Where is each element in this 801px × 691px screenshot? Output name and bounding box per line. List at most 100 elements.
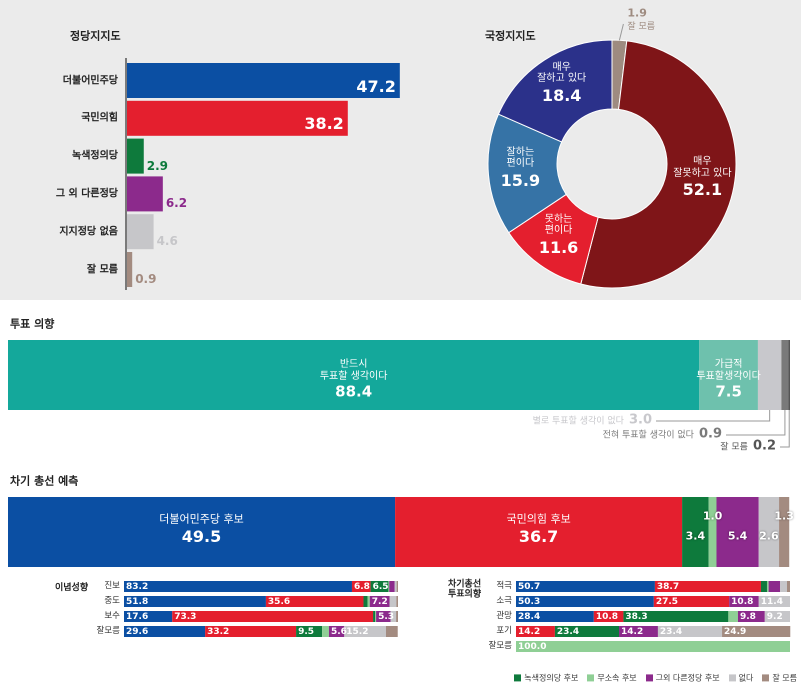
bar-segment	[779, 497, 790, 567]
bar-segment	[390, 611, 397, 622]
bar-segment	[781, 340, 789, 410]
bar-segment	[768, 581, 781, 592]
bar-segment	[265, 596, 364, 607]
segment-value: 9.8	[739, 611, 756, 622]
chart-title: 차기총선 투표의향	[448, 579, 482, 600]
chart-title: 투표 의향	[10, 317, 55, 331]
bar-segment	[322, 626, 329, 637]
segment-value: 38.3	[625, 611, 648, 622]
slice-category: 잘 모름	[627, 21, 656, 32]
bar-segment	[172, 611, 374, 622]
segment-value: 49.5	[181, 527, 222, 546]
bar-segment	[657, 626, 723, 637]
bar-segment	[516, 596, 654, 607]
bar-segment	[708, 497, 717, 567]
segment-value: 73.3	[174, 611, 197, 622]
outside-label: 전혀 투표할 생각이 없다 0.9	[602, 426, 722, 443]
bar-segment	[385, 626, 398, 637]
bar-segment	[388, 581, 390, 592]
bar-segment	[722, 626, 791, 637]
category-label: 보수	[104, 610, 120, 621]
value-label: 6.2	[165, 196, 188, 211]
category-label: 잘 모름	[86, 263, 118, 275]
leader-line	[618, 23, 624, 41]
bar	[127, 100, 348, 136]
bar-segment	[516, 581, 655, 592]
segment-value: 33.2	[207, 626, 230, 637]
segment-value: 10.8	[595, 611, 619, 622]
segment-value: 50.7	[518, 581, 541, 592]
category-label: 더불어민주당	[62, 74, 118, 86]
bar-segment	[124, 581, 352, 592]
value-label: 0.9	[135, 272, 157, 287]
bar-segment	[344, 626, 386, 637]
bar-segment	[8, 497, 396, 567]
segment-value: 0.9	[698, 426, 722, 442]
segment-value: 28.4	[518, 611, 541, 622]
segment-value: 9.2	[766, 611, 783, 622]
category-label: 지지정당 없음	[59, 225, 118, 237]
legend-label: 잘 모름	[772, 673, 797, 683]
bar-segment	[363, 596, 368, 607]
legend-item: 잘 모름	[762, 673, 797, 682]
slice-value: 18.4	[541, 85, 582, 105]
segment-value: 5.4	[727, 529, 748, 543]
segment-value: 14.2	[518, 626, 541, 637]
bar-segment	[786, 581, 790, 592]
donut-slice	[580, 40, 737, 289]
legend-item: 없다	[728, 673, 754, 683]
donut-slice	[487, 113, 567, 234]
value-label: 47.2	[356, 76, 396, 96]
slice-value: 11.6	[538, 237, 579, 257]
category-label: 소극	[496, 595, 512, 606]
segment-value: 14.2	[621, 626, 644, 637]
slice-category: 매우 잘하고 있다	[537, 61, 587, 85]
legend-swatch	[587, 674, 595, 682]
legend: 녹색정의당 후보 무소속 후보 그외 다른정당 후보 없다 잘 모름	[514, 673, 797, 682]
slice-value: 1.9	[627, 6, 647, 20]
leader-line	[780, 410, 790, 448]
slice-value: 52.1	[682, 180, 723, 200]
legend-label: 없다	[738, 673, 754, 683]
bar-segment	[8, 340, 700, 410]
bar-segment	[758, 497, 780, 567]
value-label: 2.9	[146, 158, 169, 173]
bar-segment	[766, 581, 769, 592]
segment-value: 36.7	[518, 527, 559, 546]
bar-segment	[396, 581, 398, 592]
bar	[127, 214, 154, 250]
donut-slice	[497, 39, 613, 143]
bar-segment	[764, 611, 790, 622]
bar-segment	[653, 596, 730, 607]
category-label: 포기	[496, 625, 512, 636]
bar-segment	[389, 581, 395, 592]
segment-value: 38.7	[656, 581, 680, 592]
bar-segment	[619, 626, 658, 637]
leader-line	[726, 410, 786, 436]
segment-category: 전혀 투표할 생각이 없다	[602, 430, 694, 441]
bar-segment	[367, 596, 370, 607]
bar-segment	[682, 497, 709, 567]
bar-segment	[376, 611, 391, 622]
bar-segment	[396, 596, 398, 607]
legend-swatch	[762, 674, 770, 682]
bar-segment	[205, 626, 297, 637]
chart-title: 국정지지도	[485, 29, 536, 43]
bar-segment	[396, 611, 398, 622]
slice-category: 못하는 편이다	[544, 213, 573, 237]
slice-value: 15.9	[500, 170, 541, 190]
bar-segment	[760, 581, 767, 592]
bar-segment	[654, 581, 761, 592]
segment-value: 7.5	[715, 382, 742, 401]
bar-segment	[699, 340, 758, 410]
legend-item: 녹색정의당 후보	[514, 673, 578, 682]
bar-segment	[737, 611, 765, 622]
bar-segment	[716, 497, 759, 567]
bar-segment	[516, 626, 555, 637]
category-label: 잘모름	[488, 640, 512, 651]
legend-item: 그외 다른정당 후보	[645, 673, 720, 682]
segment-value: 9.5	[298, 626, 315, 637]
bar-segment	[728, 611, 738, 622]
